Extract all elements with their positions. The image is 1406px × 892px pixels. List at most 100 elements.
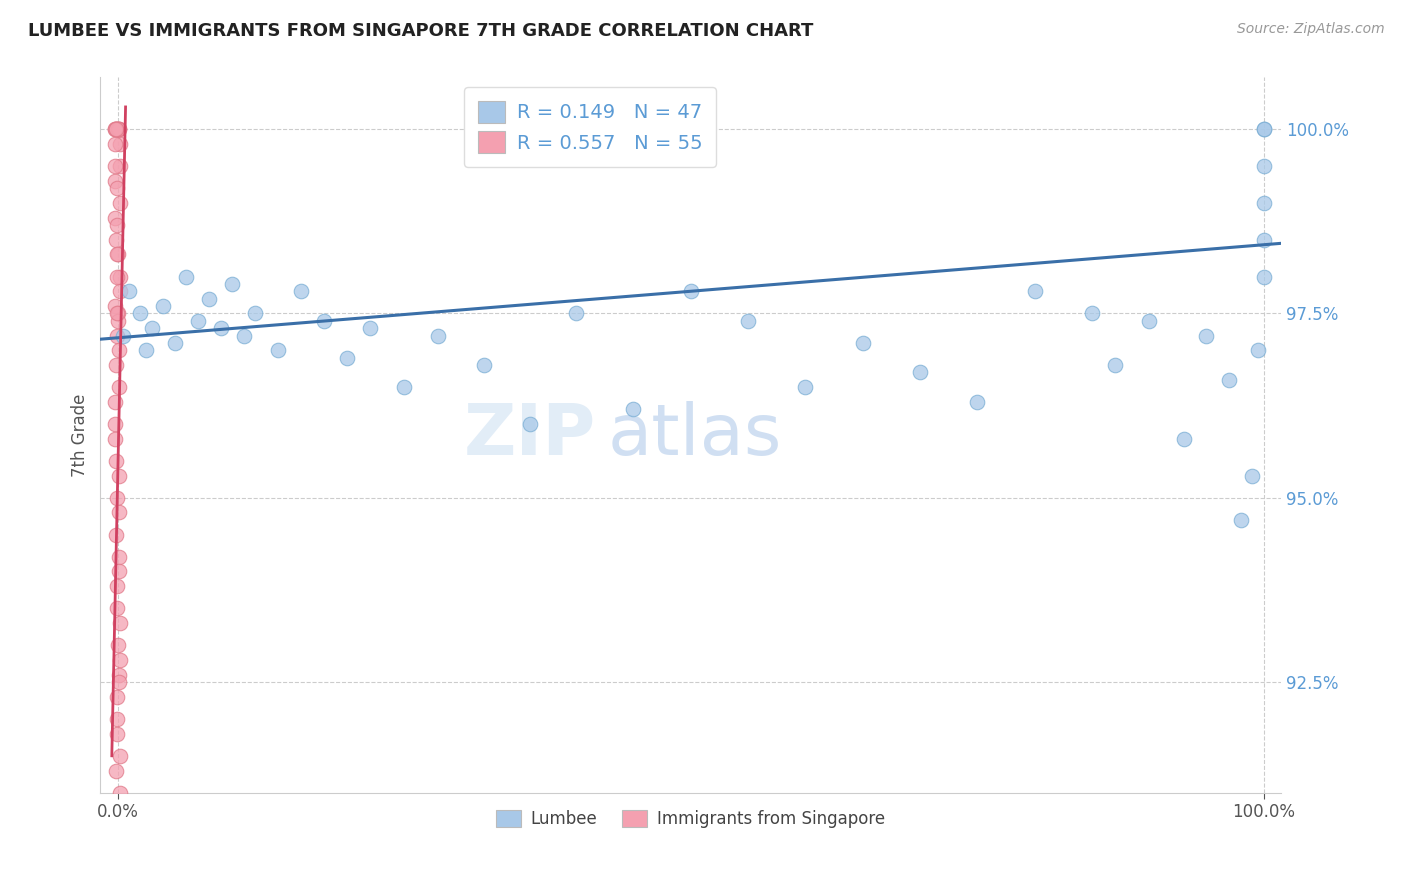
Point bbox=[105, 726, 128, 740]
Point bbox=[565, 306, 588, 320]
Point bbox=[107, 247, 129, 261]
Text: ZIP: ZIP bbox=[464, 401, 596, 469]
Point bbox=[141, 321, 163, 335]
Point bbox=[108, 122, 131, 136]
Point bbox=[243, 306, 266, 320]
Point bbox=[108, 675, 131, 690]
Point bbox=[679, 285, 702, 299]
Point bbox=[110, 748, 132, 763]
Point bbox=[1024, 285, 1046, 299]
Point bbox=[105, 690, 128, 704]
Point bbox=[105, 491, 128, 505]
Point bbox=[108, 506, 131, 520]
Point bbox=[105, 269, 128, 284]
Point bbox=[312, 314, 335, 328]
Point bbox=[427, 328, 450, 343]
Point bbox=[104, 136, 127, 151]
Point bbox=[104, 395, 127, 409]
Point bbox=[1241, 468, 1264, 483]
Point bbox=[336, 351, 359, 365]
Point bbox=[908, 365, 931, 379]
Point bbox=[105, 527, 128, 541]
Point bbox=[129, 306, 152, 320]
Point bbox=[104, 299, 127, 313]
Point bbox=[108, 667, 131, 681]
Point bbox=[1230, 513, 1253, 527]
Point bbox=[105, 579, 128, 593]
Point bbox=[232, 328, 254, 343]
Point bbox=[152, 299, 174, 313]
Point bbox=[104, 432, 127, 446]
Point bbox=[221, 277, 243, 291]
Point bbox=[105, 233, 128, 247]
Point bbox=[104, 764, 127, 778]
Point bbox=[1081, 306, 1104, 320]
Point bbox=[176, 269, 198, 284]
Legend: Lumbee, Immigrants from Singapore: Lumbee, Immigrants from Singapore bbox=[489, 803, 893, 834]
Point bbox=[105, 218, 128, 232]
Point bbox=[108, 122, 131, 136]
Point bbox=[621, 402, 644, 417]
Point bbox=[108, 549, 131, 564]
Text: atlas: atlas bbox=[607, 401, 782, 469]
Point bbox=[1253, 159, 1275, 173]
Point bbox=[1195, 328, 1218, 343]
Point bbox=[209, 321, 232, 335]
Point bbox=[107, 638, 129, 652]
Text: LUMBEE VS IMMIGRANTS FROM SINGAPORE 7TH GRADE CORRELATION CHART: LUMBEE VS IMMIGRANTS FROM SINGAPORE 7TH … bbox=[28, 22, 814, 40]
Point bbox=[104, 122, 127, 136]
Point bbox=[105, 122, 128, 136]
Point bbox=[104, 174, 127, 188]
Point bbox=[392, 380, 415, 394]
Point bbox=[108, 653, 131, 667]
Point bbox=[105, 712, 128, 726]
Point bbox=[107, 306, 129, 320]
Point bbox=[105, 122, 128, 136]
Point bbox=[110, 616, 132, 631]
Point bbox=[1253, 122, 1275, 136]
Point bbox=[105, 181, 128, 195]
Point bbox=[105, 247, 128, 261]
Point bbox=[135, 343, 157, 358]
Point bbox=[737, 314, 759, 328]
Point bbox=[108, 786, 131, 800]
Point bbox=[104, 417, 127, 431]
Point bbox=[198, 292, 221, 306]
Point bbox=[108, 380, 131, 394]
Point bbox=[852, 335, 875, 350]
Point bbox=[1104, 358, 1126, 372]
Point bbox=[105, 454, 128, 468]
Point bbox=[107, 565, 129, 579]
Point bbox=[105, 601, 128, 615]
Point bbox=[1137, 314, 1160, 328]
Point bbox=[1253, 269, 1275, 284]
Point bbox=[107, 468, 129, 483]
Point bbox=[118, 285, 141, 299]
Point bbox=[163, 335, 186, 350]
Point bbox=[966, 395, 988, 409]
Point bbox=[105, 306, 128, 320]
Point bbox=[108, 285, 131, 299]
Point bbox=[1253, 195, 1275, 210]
Point bbox=[1173, 432, 1195, 446]
Point bbox=[104, 211, 127, 225]
Point bbox=[472, 358, 495, 372]
Point bbox=[112, 328, 135, 343]
Text: Source: ZipAtlas.com: Source: ZipAtlas.com bbox=[1237, 22, 1385, 37]
Point bbox=[290, 285, 312, 299]
Point bbox=[1253, 122, 1275, 136]
Point bbox=[107, 122, 129, 136]
Point bbox=[267, 343, 290, 358]
Point bbox=[104, 122, 127, 136]
Point bbox=[108, 136, 131, 151]
Point bbox=[187, 314, 209, 328]
Point bbox=[359, 321, 381, 335]
Point bbox=[107, 328, 129, 343]
Point bbox=[108, 195, 131, 210]
Point bbox=[108, 159, 131, 173]
Point bbox=[104, 122, 127, 136]
Point bbox=[794, 380, 817, 394]
Point bbox=[107, 314, 129, 328]
Point bbox=[519, 417, 541, 431]
Point bbox=[1253, 233, 1275, 247]
